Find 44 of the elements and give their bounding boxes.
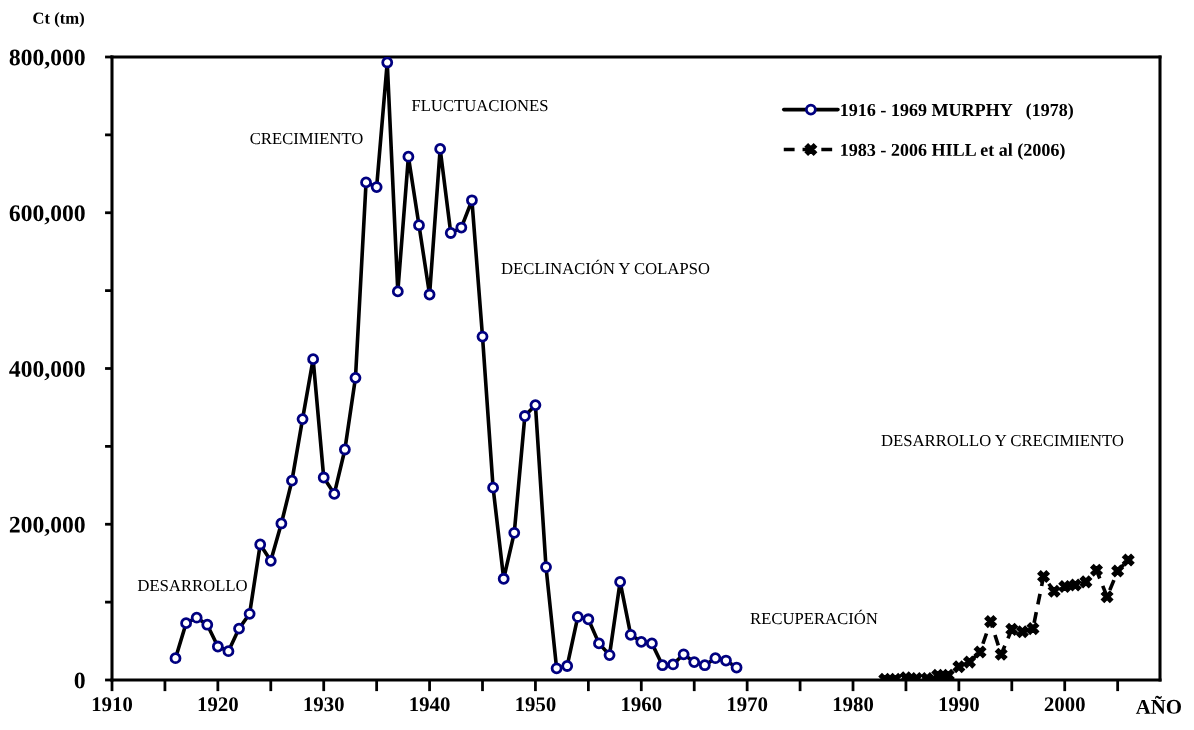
x-axis-title: AÑO [1135, 695, 1181, 714]
x-tick-label: 1960 [622, 697, 662, 712]
point [1016, 625, 1029, 638]
point [1090, 563, 1103, 577]
x-tick-label: 1990 [939, 697, 979, 712]
point [952, 660, 966, 674]
point [1026, 622, 1040, 635]
legend-label: 1916 - 1969 MURPHY (1978) [841, 103, 1073, 120]
point [1069, 578, 1082, 592]
annotation: RECUPERACIÓN [750, 609, 878, 625]
point [973, 645, 987, 659]
annotation: CRECIMIENTO [250, 132, 363, 145]
point [1047, 584, 1061, 598]
point [1100, 590, 1114, 603]
point [994, 648, 1008, 661]
annotation: DESARROLLO Y CRECIMIENTO [881, 434, 1124, 447]
x-tick-label: 1930 [304, 697, 344, 712]
x-tick-label: 2000 [1044, 697, 1085, 712]
x-tick-label: 1910 [92, 697, 133, 712]
x-tick-label: 1950 [516, 697, 556, 712]
point [931, 669, 944, 680]
legend-label: 1983 - 2006 HILL et al (2006) [841, 143, 1065, 160]
point [942, 669, 955, 680]
point [963, 655, 976, 669]
annotation: DESARROLLO [137, 579, 247, 592]
y-axis-title: Ct (tm) [33, 12, 84, 28]
x-tick-label: 1980 [833, 697, 874, 712]
point [1111, 564, 1124, 578]
annotation: DECLINACIÓN Y COLAPSO [501, 259, 710, 275]
x-tick-label: 1920 [198, 697, 238, 712]
y-tick-label: 400,000 [9, 360, 85, 381]
y-tick-label: 800,000 [9, 49, 85, 69]
x-tick-label: 1970 [727, 697, 768, 712]
point [1037, 570, 1050, 583]
point [1058, 580, 1071, 593]
x-tick-label: 1940 [410, 697, 450, 712]
point [1079, 575, 1093, 589]
y-tick-label: 0 [74, 672, 85, 689]
y-tick-label: 200,000 [9, 516, 85, 537]
point [984, 615, 997, 628]
point [1005, 623, 1019, 636]
annotation: FLUCTUACIONES [411, 100, 548, 112]
y-tick-label: 600,000 [9, 205, 85, 225]
point [1121, 553, 1135, 567]
